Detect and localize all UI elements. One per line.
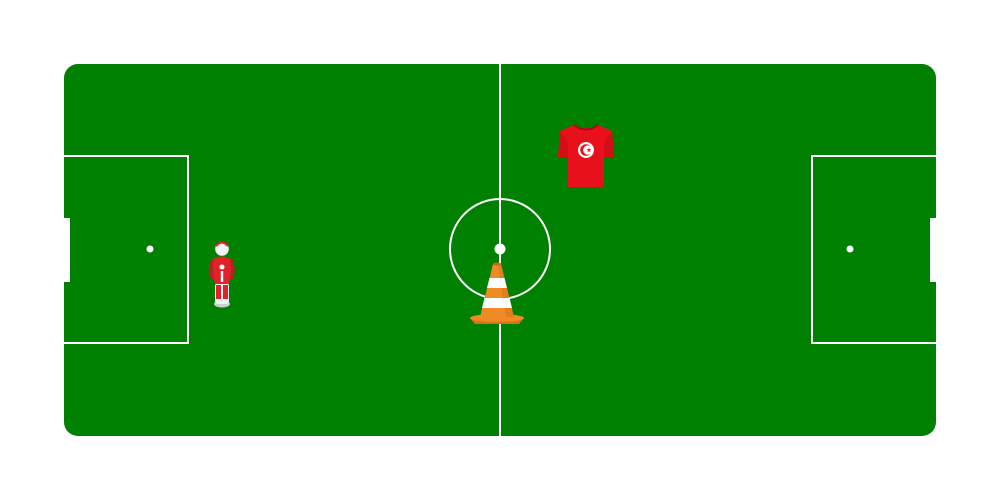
center-spot [494, 243, 506, 255]
training-dummy-icon[interactable] [209, 241, 235, 308]
traffic-cone-icon[interactable] [470, 262, 524, 325]
left-goal [64, 218, 70, 282]
left-penalty-area [64, 155, 189, 344]
right-penalty-area [811, 155, 936, 344]
left-penalty-spot [146, 245, 154, 253]
tunisia-jersey-icon[interactable] [558, 124, 614, 187]
right-goal [930, 218, 936, 282]
right-penalty-spot [846, 245, 854, 253]
